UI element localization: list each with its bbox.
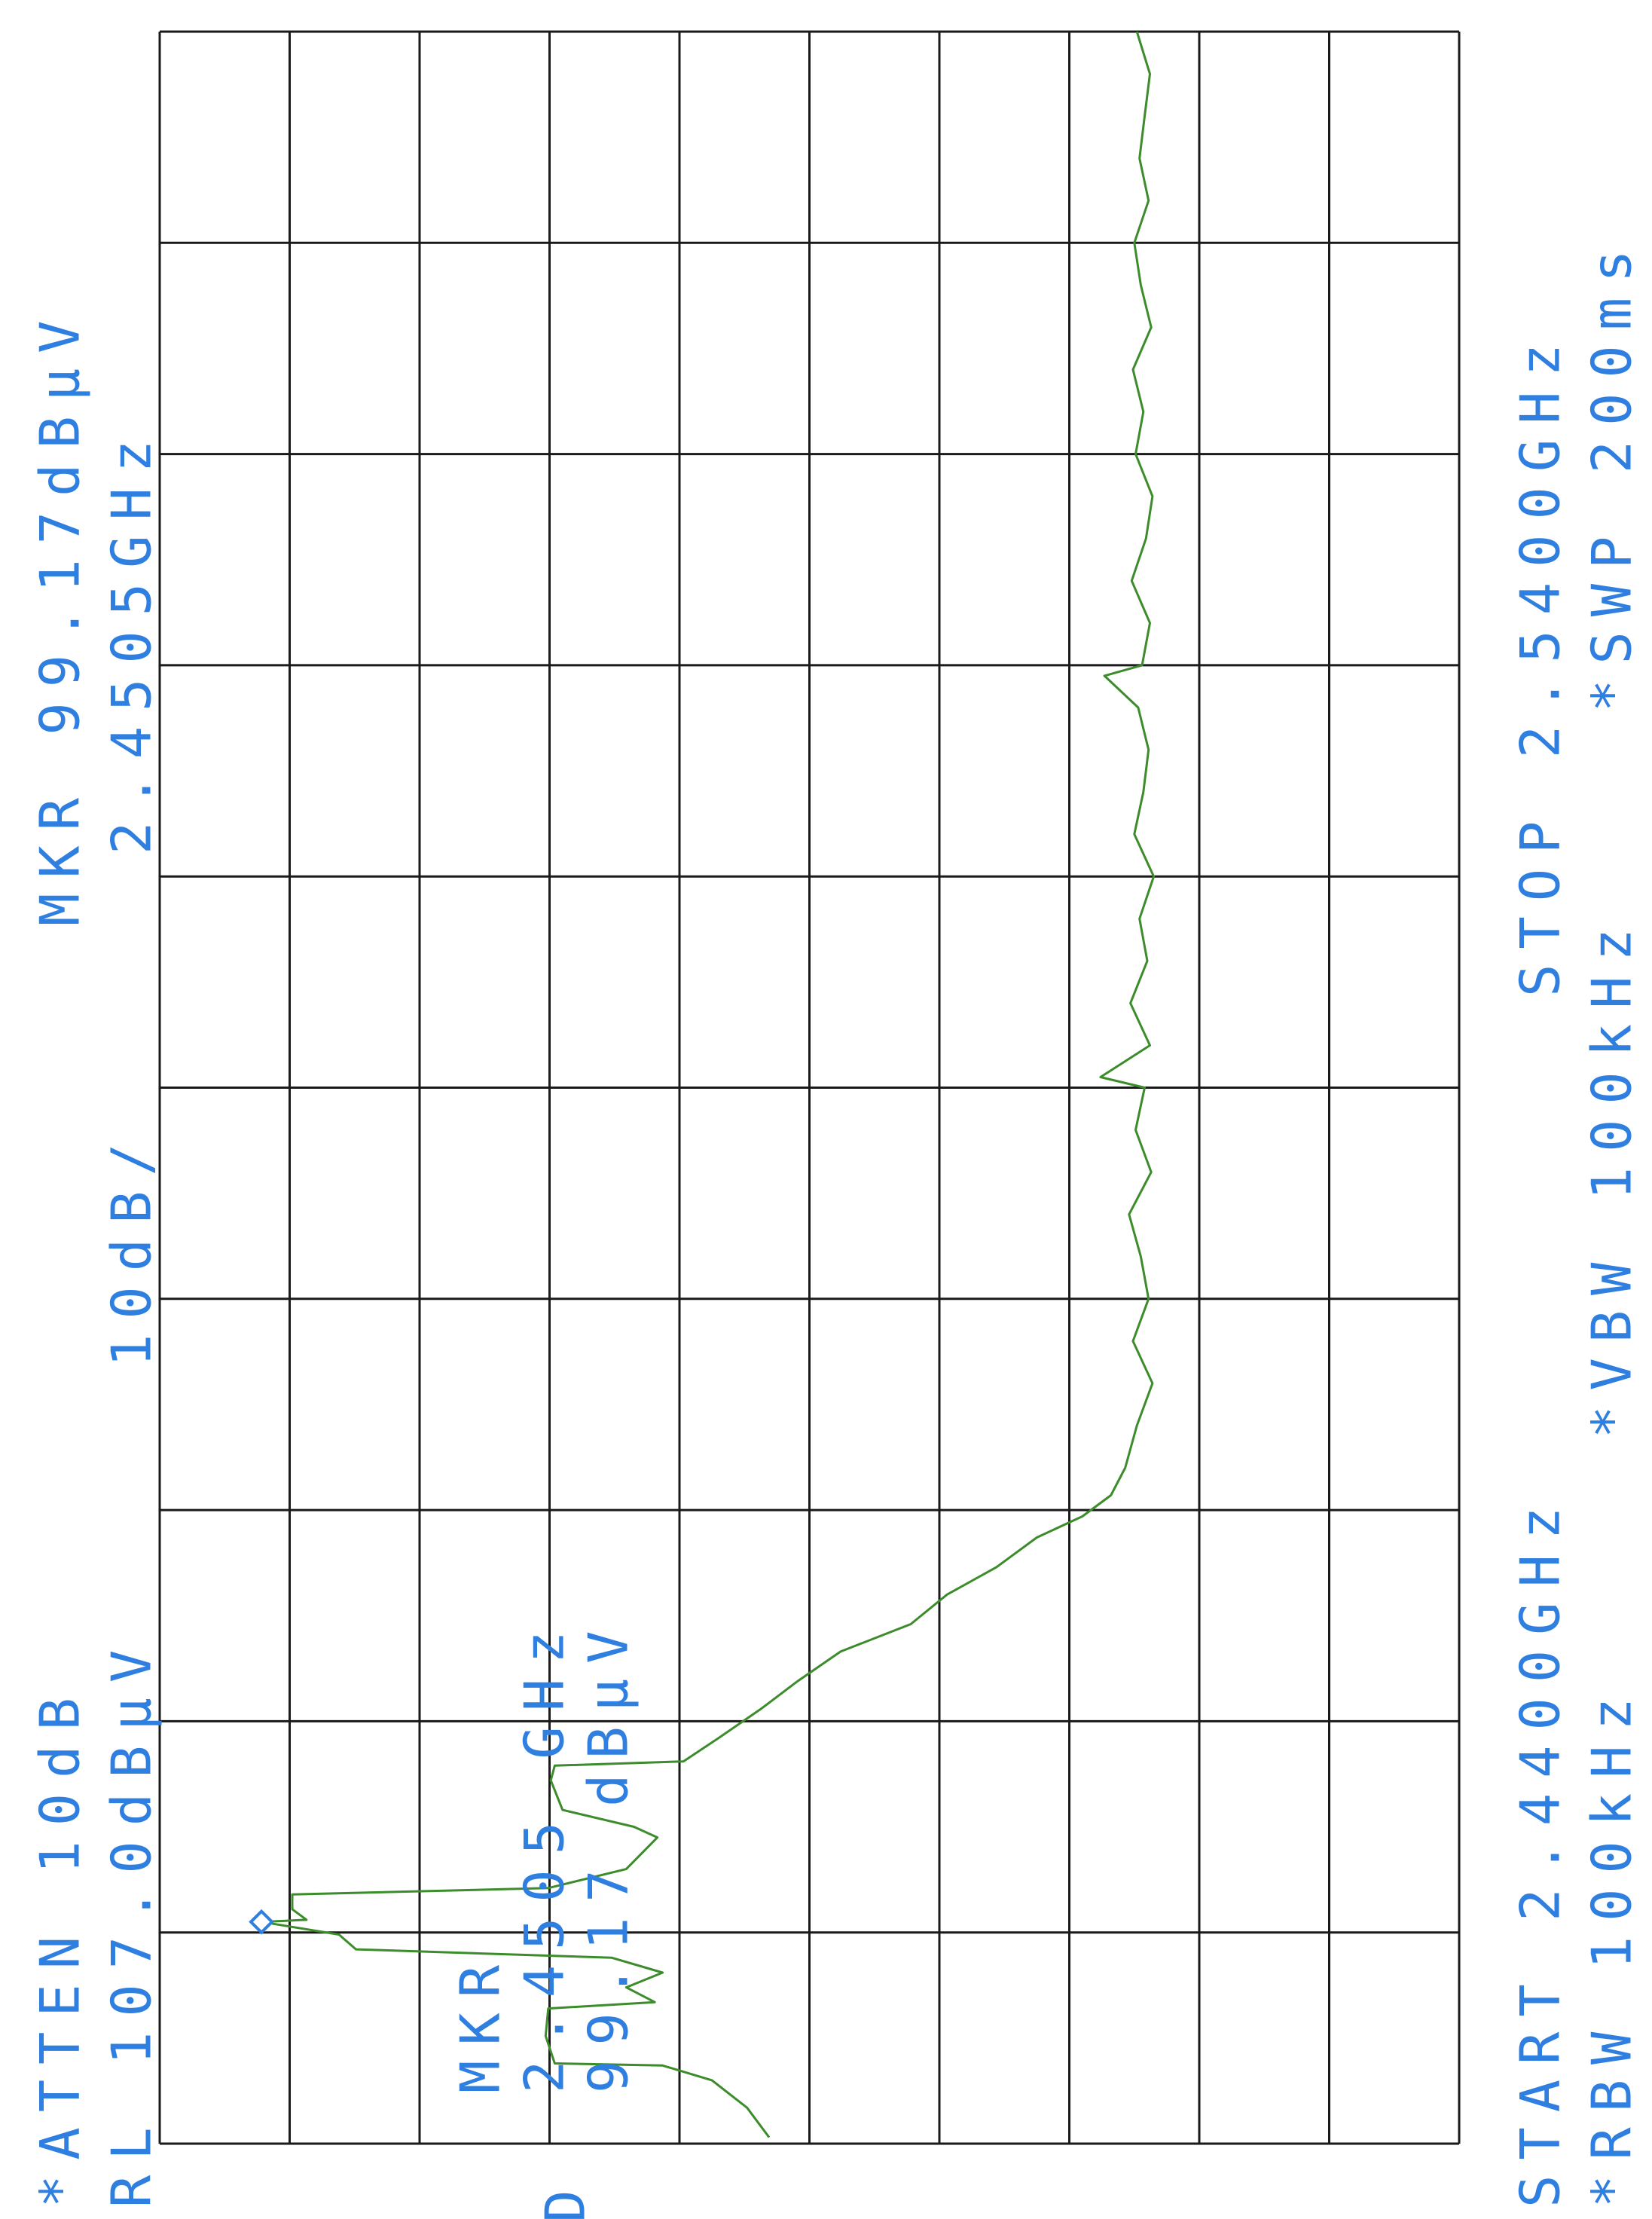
- annotation: RL 107.0dBµV: [100, 1635, 163, 2208]
- annotation: MKR 99.17dBµV: [29, 305, 92, 926]
- annotation: *RBW 100kHz: [1580, 1683, 1644, 2208]
- annotation: STOP 2.5400GHz: [1509, 329, 1572, 997]
- trace: [260, 31, 1156, 2138]
- annotation: MKR: [449, 1950, 512, 2093]
- annotation: D: [534, 2175, 597, 2219]
- annotation: *SWP 200ms: [1580, 235, 1644, 712]
- annotation: *VBW 100kHz: [1580, 913, 1644, 1438]
- annotation: START 2.4400GHz: [1509, 1492, 1572, 2208]
- annotation: 2.4505 GHz: [513, 1616, 576, 2093]
- annotation: 99.17 dBµV: [577, 1616, 640, 2093]
- marker: [249, 1909, 274, 1935]
- annotation: *ATTEN 10dB: [29, 1683, 92, 2208]
- annotation: 2.4505GHz: [100, 425, 163, 854]
- annotation: 10dB/: [100, 1128, 163, 1367]
